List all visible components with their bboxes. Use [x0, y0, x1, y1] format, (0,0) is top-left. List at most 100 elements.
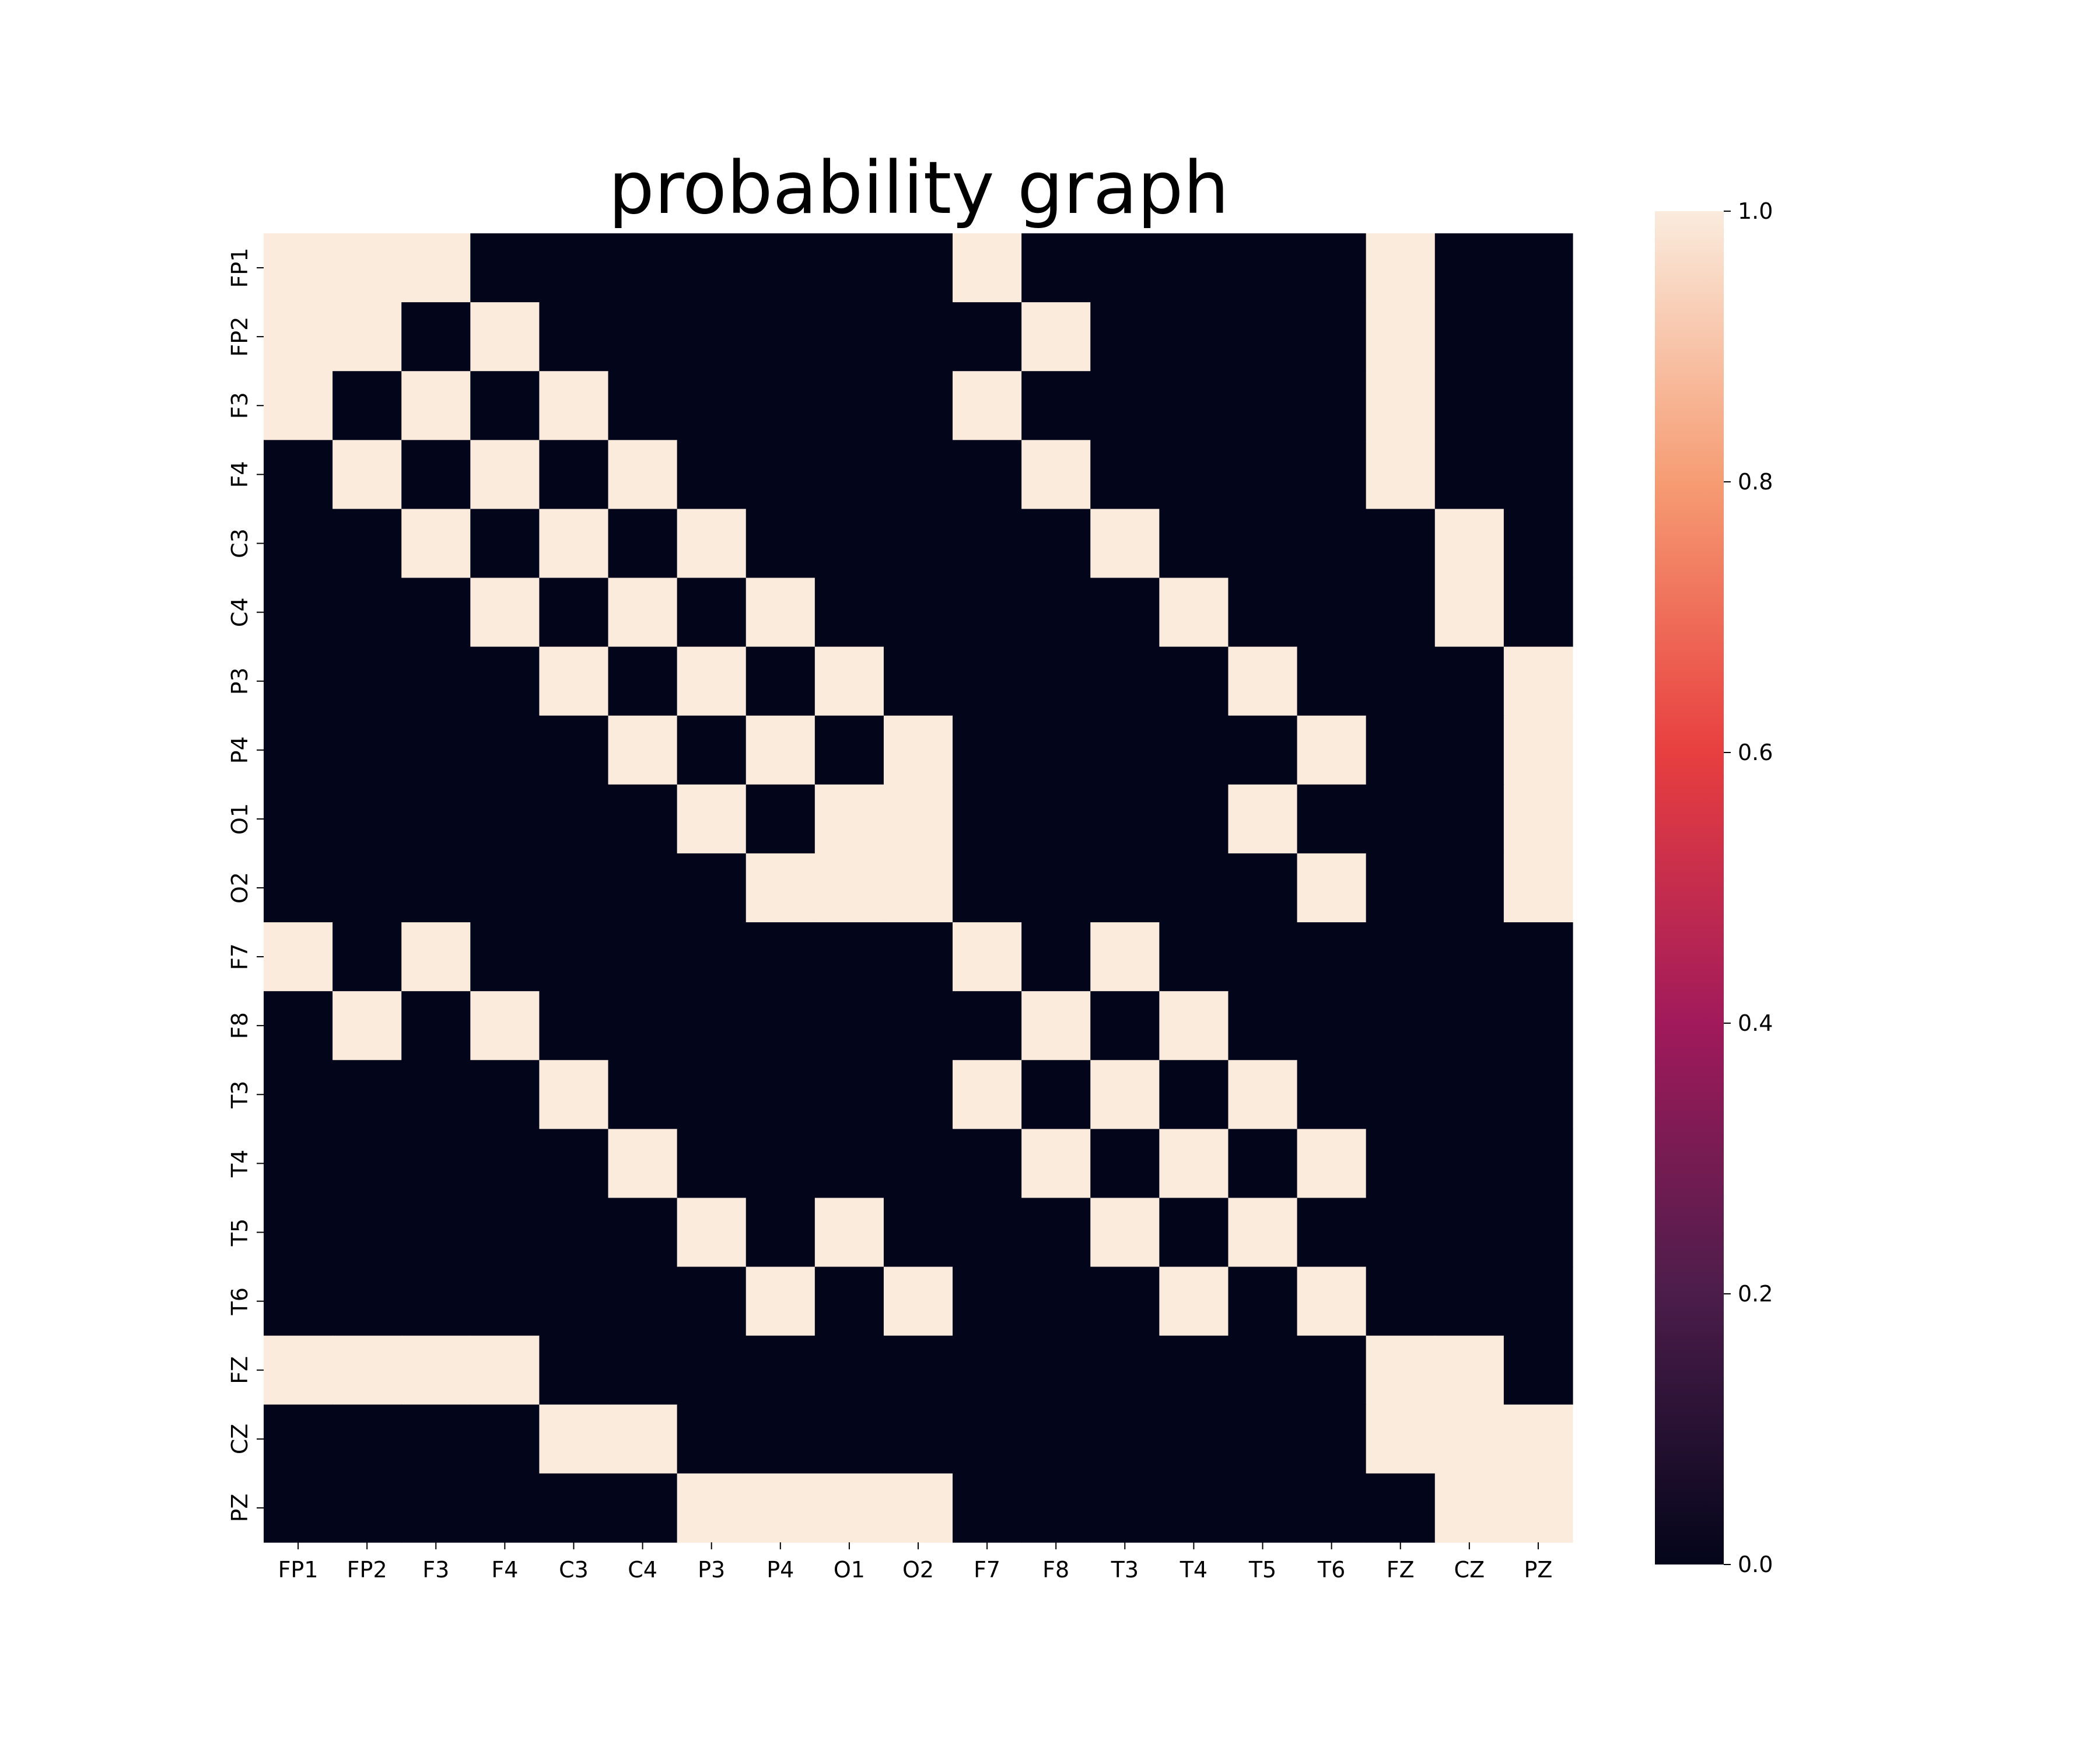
heatmap-cell-F8-C4: [608, 991, 678, 1060]
heatmap-cell-F3-T6: [1297, 371, 1367, 440]
y-tick-label: FP2: [227, 317, 253, 357]
heatmap-cell-O1-FP2: [332, 784, 402, 854]
heatmap-cell-C3-PZ: [1503, 509, 1573, 579]
heatmap-cell-O1-O2: [883, 784, 953, 854]
heatmap-cell-F3-T3: [1090, 371, 1160, 440]
heatmap-cell-F8-T3: [1090, 991, 1160, 1060]
heatmap-cell-P4-F7: [953, 715, 1022, 785]
heatmap-cell-O2-T6: [1297, 853, 1367, 923]
heatmap-cell-C3-FP1: [264, 509, 333, 579]
heatmap-cell-C3-FZ: [1366, 509, 1436, 579]
heatmap-cell-CZ-PZ: [1503, 1404, 1573, 1474]
heatmap-cell-T4-CZ: [1434, 1129, 1504, 1199]
heatmap-cell-PZ-F8: [1021, 1473, 1091, 1543]
heatmap-cell-F8-CZ: [1434, 991, 1504, 1060]
heatmap-cell-FP1-CZ: [1434, 233, 1504, 303]
heatmap-cell-C4-F8: [1021, 578, 1091, 648]
heatmap-cell-F7-T6: [1297, 922, 1367, 992]
heatmap-cell-P3-FP1: [264, 646, 333, 716]
heatmap-cell-F7-T5: [1228, 922, 1298, 992]
heatmap-cell-PZ-F3: [401, 1473, 471, 1543]
heatmap-cell-O2-C4: [608, 853, 678, 923]
heatmap-cell-CZ-C3: [539, 1404, 609, 1474]
heatmap-cell-C3-FP2: [332, 509, 402, 579]
heatmap-cell-O1-F4: [470, 784, 540, 854]
heatmap-cell-CZ-FP1: [264, 1404, 333, 1474]
heatmap-cell-P3-FZ: [1366, 646, 1436, 716]
heatmap-cell-F7-F8: [1021, 922, 1091, 992]
heatmap-cell-O2-P3: [677, 853, 747, 923]
heatmap-cell-O2-T5: [1228, 853, 1298, 923]
heatmap-cell-FZ-T3: [1090, 1335, 1160, 1405]
heatmap-cell-T6-T4: [1159, 1266, 1229, 1336]
heatmap-cell-CZ-FZ: [1366, 1404, 1436, 1474]
heatmap-cell-T3-C3: [539, 1060, 609, 1129]
heatmap-cell-F7-O1: [814, 922, 884, 992]
x-tick-label: O1: [834, 1557, 865, 1583]
heatmap-cell-F8-F3: [401, 991, 471, 1060]
y-tick-label: P3: [227, 667, 253, 695]
heatmap-cell-FZ-PZ: [1503, 1335, 1573, 1405]
colorbar-tick-label: 0.6: [1738, 740, 1773, 765]
heatmap-cell-FP2-F3: [401, 302, 471, 372]
heatmap-cell-F3-CZ: [1434, 371, 1504, 440]
heatmap-cell-C4-F3: [401, 578, 471, 648]
heatmap-cell-F3-O1: [814, 371, 884, 440]
heatmap-cell-T5-T6: [1297, 1198, 1367, 1268]
heatmap-cell-P4-P4: [746, 715, 816, 785]
heatmap-cell-PZ-T5: [1228, 1473, 1298, 1543]
heatmap-cell-C4-C3: [539, 578, 609, 648]
heatmap-cell-FP2-T6: [1297, 302, 1367, 372]
heatmap-cell-FP2-C4: [608, 302, 678, 372]
heatmap-cell-P4-CZ: [1434, 715, 1504, 785]
heatmap-cell-O2-F8: [1021, 853, 1091, 923]
heatmap-cell-C3-P4: [746, 509, 816, 579]
heatmap-cell-P4-FP2: [332, 715, 402, 785]
heatmap-cell-FZ-C4: [608, 1335, 678, 1405]
heatmap-cell-FP1-F7: [953, 233, 1022, 303]
heatmap-cell-T3-F3: [401, 1060, 471, 1129]
heatmap-cell-T6-F8: [1021, 1266, 1091, 1336]
heatmap-cell-T5-P4: [746, 1198, 816, 1268]
heatmap-cell-PZ-C4: [608, 1473, 678, 1543]
heatmap-cell-C3-P3: [677, 509, 747, 579]
y-tick-label: CZ: [227, 1424, 253, 1455]
heatmap-cell-F4-F8: [1021, 440, 1091, 510]
heatmap-cell-P3-P4: [746, 646, 816, 716]
heatmap-cell-F8-PZ: [1503, 991, 1573, 1060]
heatmap-cell-T4-T4: [1159, 1129, 1229, 1199]
heatmap-cell-F3-T5: [1228, 371, 1298, 440]
heatmap-cell-P3-CZ: [1434, 646, 1504, 716]
heatmap-cell-T6-CZ: [1434, 1266, 1504, 1336]
heatmap-cell-CZ-O2: [883, 1404, 953, 1474]
heatmap-cell-CZ-F7: [953, 1404, 1022, 1474]
heatmap-cell-FZ-FP2: [332, 1335, 402, 1405]
heatmap-cell-FP1-O2: [883, 233, 953, 303]
heatmap-cell-O2-FP1: [264, 853, 333, 923]
heatmap-cell-P3-T4: [1159, 646, 1229, 716]
heatmap-cell-P3-T3: [1090, 646, 1160, 716]
heatmap-cell-T5-T3: [1090, 1198, 1160, 1268]
colorbar-tick-label: 0.0: [1738, 1552, 1773, 1577]
y-tick-label: T3: [227, 1081, 253, 1109]
heatmap-cell-C3-C3: [539, 509, 609, 579]
x-tick-label: T3: [1111, 1557, 1139, 1583]
heatmap-cell-F3-F3: [401, 371, 471, 440]
heatmap-cell-FP2-O1: [814, 302, 884, 372]
heatmap-cell-F4-F3: [401, 440, 471, 510]
heatmap-cell-C3-F7: [953, 509, 1022, 579]
heatmap-cell-PZ-PZ: [1503, 1473, 1573, 1543]
heatmap-cell-T5-T4: [1159, 1198, 1229, 1268]
heatmap-cell-P3-T5: [1228, 646, 1298, 716]
x-tick-label: P3: [698, 1557, 725, 1583]
heatmap-cell-FP1-T3: [1090, 233, 1160, 303]
heatmap-cell-T4-F3: [401, 1129, 471, 1199]
heatmap-cell-F4-O1: [814, 440, 884, 510]
heatmap-cell-C4-O1: [814, 578, 884, 648]
heatmap-cell-T3-F7: [953, 1060, 1022, 1129]
heatmap-cell-FZ-T6: [1297, 1335, 1367, 1405]
heatmap-cell-F4-F7: [953, 440, 1022, 510]
heatmap-cell-P3-C4: [608, 646, 678, 716]
heatmap-cell-F4-T5: [1228, 440, 1298, 510]
heatmap-cell-T3-FZ: [1366, 1060, 1436, 1129]
